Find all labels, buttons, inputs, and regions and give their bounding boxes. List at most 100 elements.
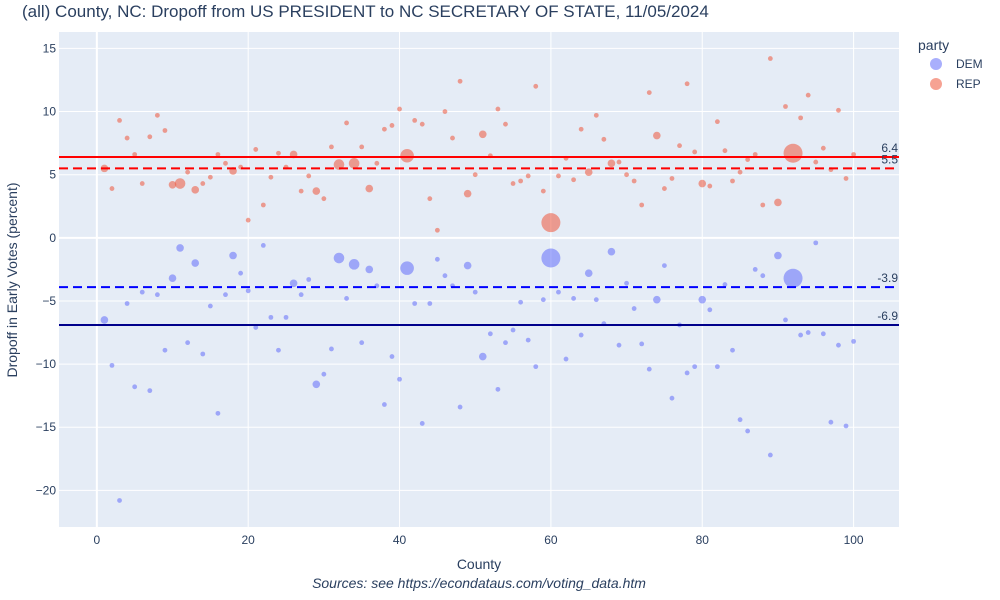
rep-county-point	[442, 109, 448, 114]
rep-county-point	[374, 160, 380, 166]
legend-marker-rep[interactable]	[930, 78, 942, 90]
dem-county-point	[382, 402, 387, 407]
dem-county-point	[434, 256, 440, 262]
rep-county-point	[109, 186, 115, 191]
rep-county-point	[798, 115, 804, 121]
dem-county-point	[836, 342, 841, 348]
rep-county-point	[556, 173, 561, 179]
dem-county-point	[200, 351, 206, 357]
dem-county-point	[260, 243, 266, 248]
rep-county-point	[215, 152, 221, 157]
y-tick-label: −5	[42, 294, 56, 308]
dem-county-point	[344, 296, 349, 301]
rep-county-point	[139, 181, 145, 186]
x-axis-ticks: 0 20 40 60 80 100	[93, 533, 863, 547]
rep-county-point	[662, 186, 667, 191]
rep-county-point	[843, 176, 849, 181]
y-tick-label: −20	[36, 483, 57, 497]
legend: party DEM REP	[918, 37, 983, 91]
dem-county-point	[472, 289, 478, 295]
rep-county-point	[365, 184, 374, 193]
rep-county-point	[737, 169, 743, 175]
y-tick-label: −10	[36, 357, 57, 371]
dem-county-point	[684, 370, 690, 376]
dem-county-point	[365, 265, 374, 274]
rep-county-point	[677, 143, 682, 149]
dem-county-point	[525, 337, 531, 343]
plot-area	[59, 32, 899, 527]
rep-county-point	[298, 188, 304, 194]
y-axis-ticks: −20 −15 −10 −5 0 5 10 15	[36, 41, 57, 497]
legend-label-dem[interactable]: DEM	[956, 57, 983, 71]
dem-county-point	[253, 325, 259, 330]
dem-county-point	[329, 346, 334, 352]
dem-county-point	[653, 295, 661, 304]
dem-county-point	[400, 261, 414, 275]
dem-county-point	[245, 288, 251, 294]
dem-county-point	[154, 292, 160, 298]
dem-county-point	[730, 347, 735, 353]
dem-county-point	[631, 306, 637, 311]
dem-county-point	[124, 301, 130, 306]
dem-county-point	[139, 289, 145, 295]
dem-county-point	[624, 280, 629, 286]
rep-county-point	[174, 178, 186, 189]
rep-county-point	[253, 147, 259, 152]
dem-county-point	[207, 303, 213, 309]
rep-county-point	[162, 128, 168, 133]
rep-county-point	[578, 126, 584, 132]
rep-county-point	[245, 217, 251, 223]
y-tick-label: 5	[49, 168, 56, 182]
rep-county-point	[185, 169, 191, 175]
reference-line-label: 6.4	[881, 141, 898, 155]
rep-county-point	[359, 144, 365, 150]
legend-label-rep[interactable]: REP	[956, 77, 981, 91]
dem-county-point	[813, 240, 819, 246]
dem-county-point	[268, 314, 274, 320]
dem-county-point	[223, 292, 228, 298]
rep-county-point	[767, 56, 773, 61]
rep-county-point	[427, 196, 433, 202]
dem-county-point	[191, 259, 200, 267]
rep-county-point	[533, 83, 539, 89]
series-rep	[100, 56, 856, 233]
rep-county-point	[518, 178, 524, 184]
dem-county-point	[843, 423, 849, 429]
rep-county-point	[200, 181, 206, 186]
dem-county-point	[185, 340, 191, 346]
rep-county-point	[745, 157, 751, 162]
rep-county-point	[463, 189, 472, 198]
dem-county-point	[132, 384, 138, 390]
dem-county-point	[289, 279, 298, 288]
chart-title: (all) County, NC: Dropoff from US PRESID…	[22, 2, 709, 21]
x-tick-label: 0	[93, 533, 100, 547]
dem-county-point	[306, 277, 312, 282]
rep-county-point	[117, 117, 122, 123]
dem-county-point	[798, 332, 804, 338]
rep-county-point	[669, 176, 675, 181]
rep-county-point	[540, 188, 546, 194]
x-tick-label: 100	[844, 533, 864, 547]
dem-county-point	[359, 340, 365, 346]
dem-county-point	[397, 376, 402, 382]
dem-county-point	[752, 266, 758, 272]
dem-county-point	[162, 347, 168, 353]
dem-county-point	[774, 251, 782, 260]
dem-county-point	[616, 342, 622, 348]
y-tick-label: 0	[49, 231, 56, 245]
rep-county-point	[730, 178, 735, 184]
dem-county-point	[229, 251, 237, 260]
rep-county-point	[147, 134, 153, 140]
dem-county-point	[607, 247, 616, 256]
dem-county-point	[714, 364, 720, 370]
dem-county-point	[584, 269, 593, 277]
legend-marker-dem[interactable]	[930, 58, 942, 70]
dem-county-point	[722, 282, 728, 287]
rep-county-point	[571, 177, 576, 183]
dem-county-point	[419, 421, 425, 426]
rep-county-point	[333, 159, 345, 170]
rep-county-point	[624, 172, 629, 178]
rep-county-point	[722, 148, 728, 154]
rep-county-point	[132, 152, 138, 157]
rep-county-point	[312, 187, 321, 195]
